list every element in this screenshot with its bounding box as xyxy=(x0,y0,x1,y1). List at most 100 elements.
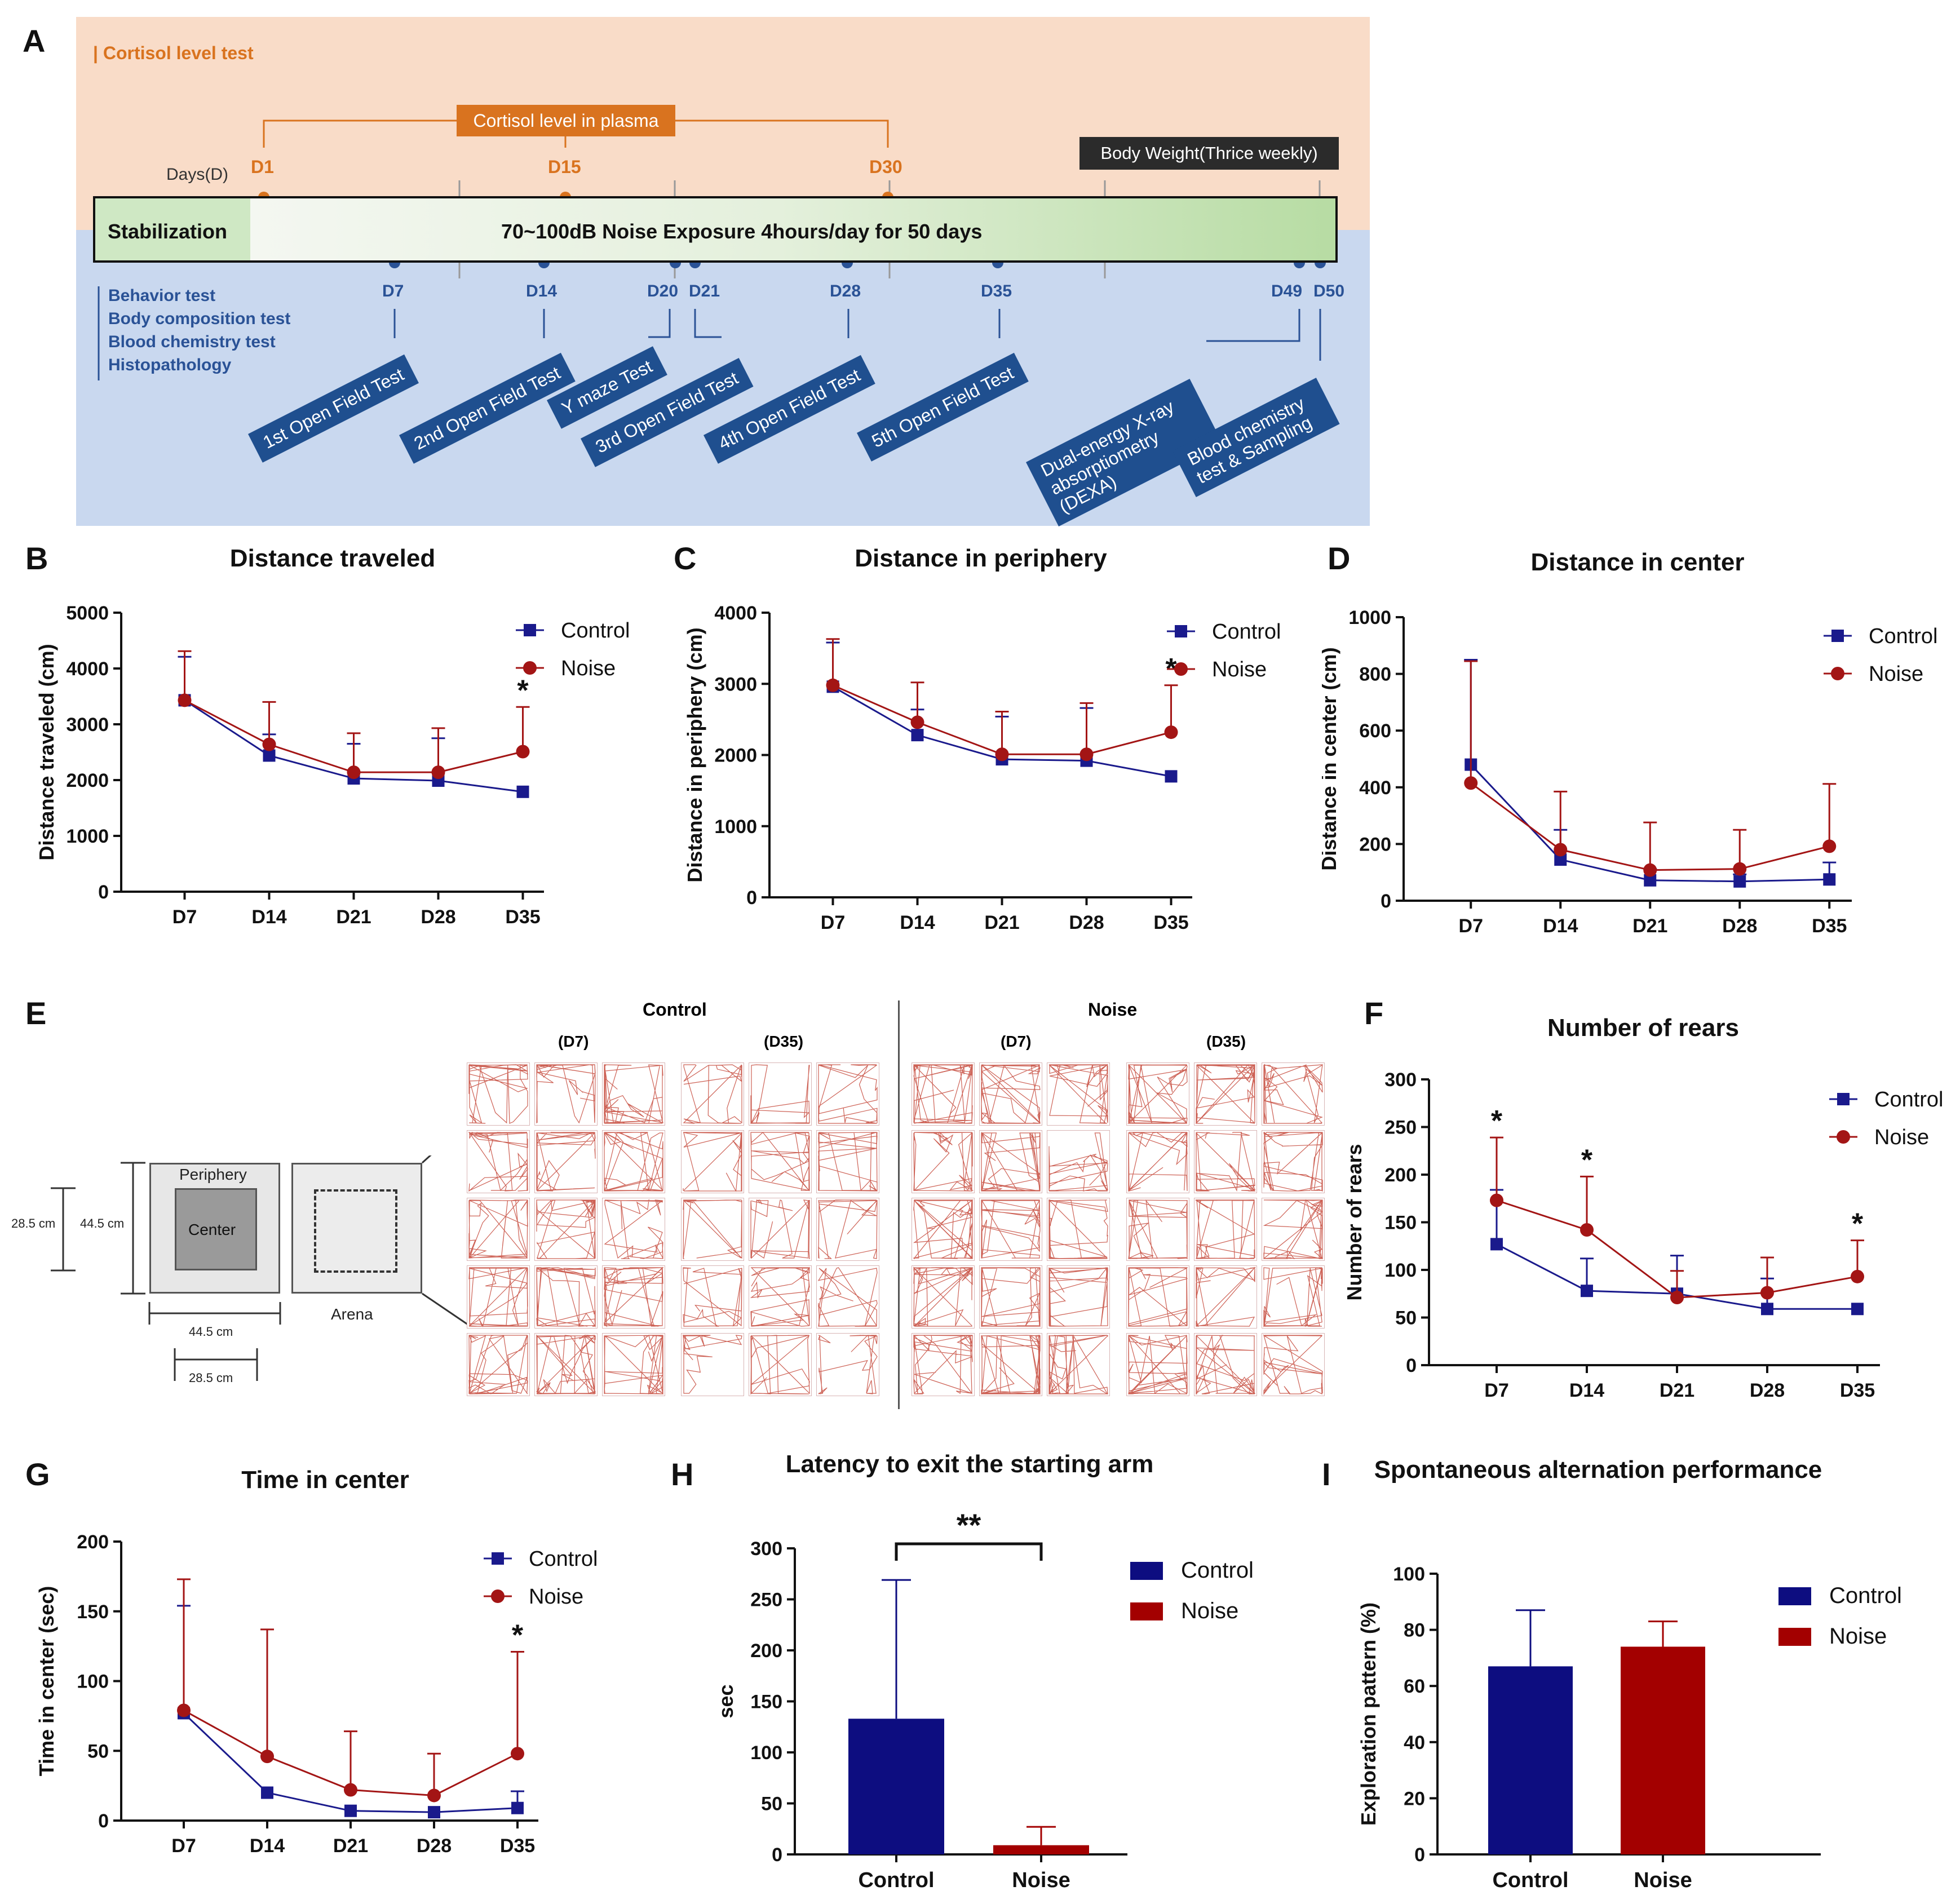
track-thumbnail xyxy=(979,1062,1042,1126)
control-point xyxy=(911,729,924,742)
noise-point xyxy=(260,1750,274,1764)
x-tick-label: D21 xyxy=(1632,915,1667,936)
track-path xyxy=(1048,1132,1108,1192)
noise-bar xyxy=(1621,1646,1705,1854)
y-tick-label: 200 xyxy=(77,1531,109,1553)
control-point xyxy=(1761,1303,1773,1316)
panel-b-letter: B xyxy=(25,541,48,576)
noise-point xyxy=(177,1703,191,1717)
body-weight-box: Body Weight(Thrice weekly) xyxy=(1079,137,1339,170)
legend-noise-label: Noise xyxy=(1212,658,1267,681)
track-thumbnail xyxy=(816,1130,879,1193)
group-noise-label: Noise xyxy=(1088,999,1138,1020)
y-tick-label: 100 xyxy=(750,1742,782,1764)
panel-i-letter: I xyxy=(1322,1456,1331,1492)
chart-distance-traveled: Distance traveled 0 1000 2000 3000 4000 5000 D7… xyxy=(35,544,630,928)
track-thumbnail xyxy=(1047,1333,1110,1396)
y-tick-label: 0 xyxy=(1406,1355,1417,1376)
significance-marker: * xyxy=(517,674,529,707)
x-tick-label: D7 xyxy=(821,912,845,933)
legend-control-marker xyxy=(1175,625,1187,637)
y-tick-label: 0 xyxy=(746,887,757,909)
track-path xyxy=(1196,1132,1256,1192)
chart-distance-periphery: Distance in periphery 0 1000 2000 3000 4000 D7… xyxy=(683,544,1281,933)
dim-inner-horizontal: 28.5 cm xyxy=(189,1371,233,1385)
track-path xyxy=(468,1199,528,1259)
track-path xyxy=(1194,1199,1255,1259)
control-point xyxy=(1165,770,1178,783)
x-tick-label: D21 xyxy=(336,906,371,928)
track-thumbnail xyxy=(1194,1333,1257,1396)
day-d1: D1 xyxy=(251,157,274,177)
track-path xyxy=(536,1334,596,1394)
track-path xyxy=(468,1334,528,1394)
day-d14: D14 xyxy=(526,282,558,300)
control-point xyxy=(516,785,529,798)
track-thumbnail xyxy=(749,1198,812,1261)
track-path xyxy=(817,1267,878,1327)
track-thumbnail xyxy=(467,1265,530,1329)
arena-label: Arena xyxy=(331,1305,373,1323)
x-tick-label: D21 xyxy=(333,1835,368,1857)
track-path xyxy=(1195,1064,1255,1124)
control-bar xyxy=(1488,1666,1573,1854)
y-tick-label: 250 xyxy=(1384,1117,1417,1139)
noise-point xyxy=(826,678,840,692)
track-thumbnail xyxy=(816,1198,879,1261)
track-thumbnail xyxy=(467,1198,530,1261)
days-label: Days(D) xyxy=(166,165,228,184)
track-path xyxy=(603,1131,663,1192)
track-path xyxy=(981,1199,1041,1259)
x-tick-label: D21 xyxy=(984,912,1019,933)
track-thumbnail xyxy=(1194,1062,1257,1126)
track-thumbnail xyxy=(1047,1265,1110,1329)
control-d35-label: (D35) xyxy=(764,1033,804,1050)
y-tick-label: 50 xyxy=(87,1741,109,1762)
chart-latency-exit-arm: Latency to exit the starting arm 0 50 100 15… xyxy=(714,1450,1254,1892)
track-thumbnail xyxy=(534,1198,598,1261)
x-tick-label: D14 xyxy=(251,906,286,928)
dim-outer-horizontal: 44.5 cm xyxy=(189,1325,233,1339)
track-path xyxy=(1263,1064,1323,1124)
track-path xyxy=(683,1199,742,1259)
legend-control-label: Control xyxy=(1181,1558,1254,1583)
y-tick-label: 200 xyxy=(1359,834,1391,855)
legend-control-label: Control xyxy=(1874,1088,1944,1112)
track-thumbnail xyxy=(1262,1265,1325,1329)
track-thumbnail xyxy=(534,1130,598,1193)
track-path xyxy=(604,1199,664,1259)
track-thumbnail xyxy=(1126,1265,1189,1329)
track-path xyxy=(1048,1199,1108,1259)
track-thumbnail xyxy=(1047,1062,1110,1126)
y-tick-label: 5000 xyxy=(66,603,109,624)
test-blood-chemistry: Blood chemistry test xyxy=(108,333,276,351)
track-path xyxy=(683,1131,742,1192)
dim-outer-vertical: 44.5 cm xyxy=(80,1216,125,1230)
track-path xyxy=(1195,1335,1256,1395)
control-point xyxy=(263,749,276,762)
legend-control-label: Control xyxy=(1212,620,1281,644)
legend-noise-label: Noise xyxy=(1869,662,1923,686)
track-thumbnail xyxy=(979,1198,1042,1261)
track-thumbnail xyxy=(1126,1333,1189,1396)
track-thumbnail xyxy=(602,1333,665,1396)
track-path xyxy=(750,1064,810,1124)
day-d35: D35 xyxy=(981,282,1012,300)
chart-number-of-rears: Number of rears 0 50 100 150 200 250 300 D7 D14 D2… xyxy=(1344,1014,1944,1401)
group-divider xyxy=(898,1000,900,1409)
noise-point xyxy=(262,737,276,751)
periphery-label: Periphery xyxy=(179,1166,247,1183)
track-path xyxy=(683,1267,742,1327)
x-tick-label: D28 xyxy=(421,906,455,928)
track-path xyxy=(603,1064,663,1124)
dim-inner-vertical: 28.5 cm xyxy=(11,1216,56,1230)
x-tick-label: Control xyxy=(858,1868,934,1892)
y-tick-label: 100 xyxy=(1393,1564,1425,1585)
y-tick-label: 800 xyxy=(1359,664,1391,685)
arena-center-dashed xyxy=(314,1189,397,1273)
x-tick-label: D35 xyxy=(1812,915,1847,936)
track-thumbnail xyxy=(1262,1062,1325,1126)
track-path xyxy=(913,1267,974,1327)
track-path xyxy=(1127,1064,1188,1124)
y-tick-label: 1000 xyxy=(714,816,757,838)
